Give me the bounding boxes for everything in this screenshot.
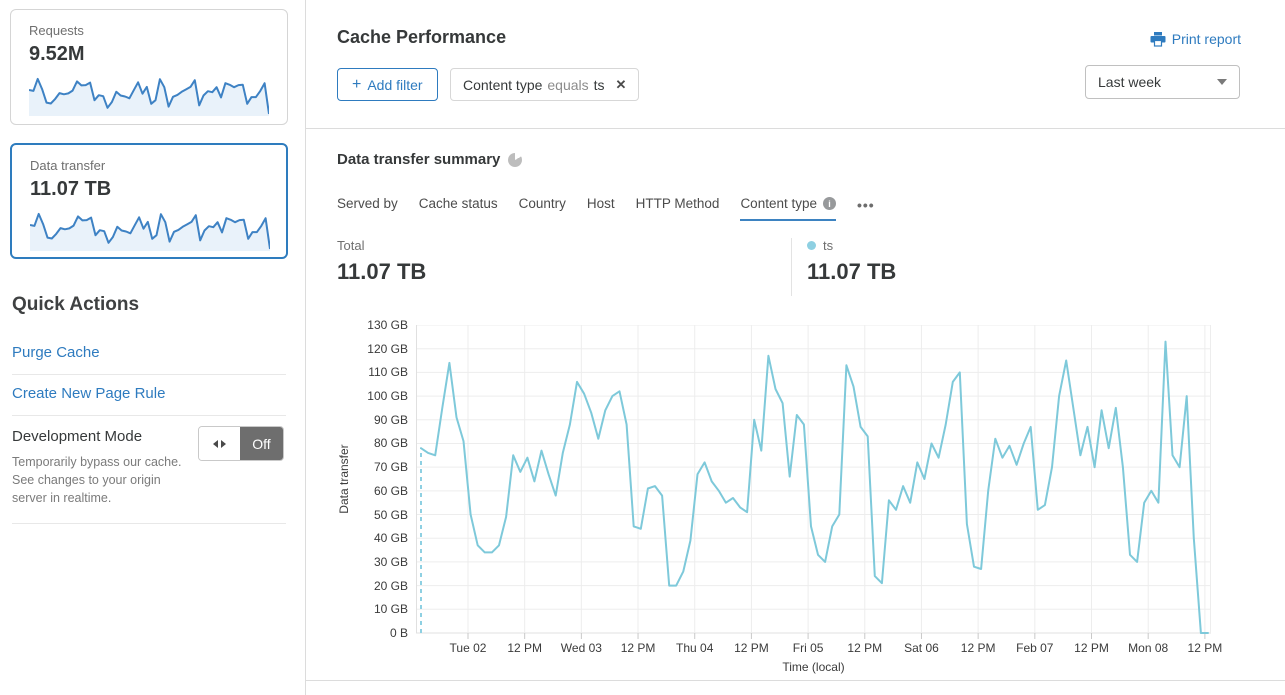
requests-card-value: 9.52M xyxy=(29,43,85,65)
date-range-select[interactable]: Last week xyxy=(1085,65,1240,99)
y-tick-label: 0 B xyxy=(389,626,408,640)
filter-chip[interactable]: Content type equals ts ✕ xyxy=(450,68,640,101)
totals-divider xyxy=(791,238,792,296)
tab-content-type[interactable]: Content type i xyxy=(740,196,836,221)
quick-actions-title: Quick Actions xyxy=(12,294,140,315)
header-divider xyxy=(306,128,1285,129)
x-tick-label: 12 PM xyxy=(620,641,656,655)
data-transfer-chart: Data transfer 0 B 10 GB 20 GB 30 GB 40 GB 50 … xyxy=(306,318,1285,674)
y-tick-label: 130 GB xyxy=(367,318,408,332)
total-label: Total xyxy=(337,238,365,253)
x-tick-label: 12 PM xyxy=(507,641,543,655)
filter-chip-value: ts xyxy=(593,76,605,93)
y-tick-label: 120 GB xyxy=(367,341,408,356)
x-tick-label: Mon 08 xyxy=(1128,641,1169,655)
main-panel: Cache Performance Print report + Add fil… xyxy=(305,0,1285,695)
pie-chart-icon xyxy=(508,152,523,167)
requests-sparkline xyxy=(28,70,270,121)
chevron-down-icon xyxy=(1217,79,1227,85)
tab-served-by[interactable]: Served by xyxy=(337,196,398,219)
tab-label: Served by xyxy=(337,196,398,211)
summary-title-row: Data transfer summary xyxy=(337,151,523,168)
tab-country[interactable]: Country xyxy=(519,196,566,219)
tab-cache-status[interactable]: Cache status xyxy=(419,196,498,219)
print-report-link[interactable]: Print report xyxy=(1150,31,1241,47)
legend-series-name: ts xyxy=(823,238,834,253)
legend-item-ts: ts 11.07 TB xyxy=(807,238,896,285)
filter-chip-field: Content type xyxy=(463,76,543,93)
printer-icon xyxy=(1150,31,1166,47)
tab-label: HTTP Method xyxy=(635,196,720,211)
x-tick-label: Feb 07 xyxy=(1016,641,1054,655)
close-icon[interactable]: ✕ xyxy=(615,76,627,92)
x-tick-label: 12 PM xyxy=(1074,641,1109,655)
purge-cache-link[interactable]: Purge Cache xyxy=(12,334,286,375)
tab-label: Country xyxy=(518,196,566,211)
y-tick-label: 30 GB xyxy=(373,554,408,569)
toggle-arrows-icon[interactable] xyxy=(199,427,240,460)
x-tick-label: 12 PM xyxy=(960,641,996,655)
tab-host[interactable]: Host xyxy=(587,196,615,219)
tab-label: Content type xyxy=(740,196,817,211)
legend-series-value: 11.07 TB xyxy=(807,259,897,284)
print-report-label: Print report xyxy=(1171,31,1241,47)
x-tick-label: 12 PM xyxy=(847,641,883,655)
x-tick-label: 12 PM xyxy=(734,641,769,655)
legend-dot-icon xyxy=(807,241,816,250)
dev-mode-toggle[interactable]: Off xyxy=(198,426,284,461)
y-axis-ticks: 0 B 10 GB 20 GB 30 GB 40 GB 50 GB 60 GB 70 GB 80… xyxy=(306,318,408,640)
add-filter-button[interactable]: + Add filter xyxy=(337,68,438,101)
data-transfer-sparkline xyxy=(29,205,271,256)
info-icon[interactable]: i xyxy=(823,197,836,210)
summary-title: Data transfer summary xyxy=(337,151,501,168)
x-tick-label: Wed 03 xyxy=(560,641,602,655)
bottom-divider xyxy=(306,680,1285,681)
total-value: 11.07 TB xyxy=(337,259,427,284)
x-tick-label: Thu 04 xyxy=(676,641,714,655)
x-axis-label: Time (local) xyxy=(782,660,845,674)
create-page-rule-link[interactable]: Create New Page Rule xyxy=(12,375,286,416)
y-tick-label: 110 GB xyxy=(368,365,408,380)
y-tick-label: 70 GB xyxy=(373,460,408,475)
y-tick-label: 60 GB xyxy=(373,483,408,498)
date-range-value: Last week xyxy=(1098,74,1162,90)
data-transfer-card-value: 11.07 TB xyxy=(30,178,112,200)
tab-label: Cache status xyxy=(418,196,498,211)
requests-card[interactable]: Requests 9.52M xyxy=(10,9,288,125)
y-tick-label: 90 GB xyxy=(373,412,408,427)
x-tick-label: Tue 02 xyxy=(449,641,487,655)
chart-plot-area[interactable] xyxy=(416,324,1211,641)
tab-http-method[interactable]: HTTP Method xyxy=(636,196,720,219)
x-tick-label: 12 PM xyxy=(1187,641,1223,655)
y-tick-label: 10 GB xyxy=(373,602,408,617)
add-filter-label: Add filter xyxy=(367,76,423,93)
plus-icon: + xyxy=(352,75,362,93)
quick-actions-section: Quick Actions Purge Cache Create New Pag… xyxy=(12,294,286,525)
y-tick-label: 100 GB xyxy=(367,389,408,404)
development-mode-description: Temporarily bypass our cache. See change… xyxy=(12,455,182,506)
y-tick-label: 40 GB xyxy=(373,531,408,546)
totals-row: Total 11.07 TB ts 11.07 TB xyxy=(337,238,1257,300)
filter-chip-operator: equals xyxy=(547,76,589,93)
sidebar: Requests 9.52M Data transfer 11.07 TB Qu… xyxy=(0,0,305,695)
y-tick-label: 50 GB xyxy=(373,507,408,522)
data-transfer-card-label: Data transfer xyxy=(30,158,106,173)
summary-tabs: Served by Cache status Country Host HTTP Met… xyxy=(337,196,875,221)
y-tick-label: 20 GB xyxy=(373,578,408,593)
page-title: Cache Performance xyxy=(337,27,507,47)
data-transfer-card[interactable]: Data transfer 11.07 TB xyxy=(10,143,288,259)
x-tick-label: Sat 06 xyxy=(904,641,939,655)
x-tick-label: Fri 05 xyxy=(792,641,824,655)
toggle-state-label[interactable]: Off xyxy=(240,427,283,460)
x-axis-ticks: Tue 02 12 PM Wed 03 12 PM Thu 04 12 PM Fri 05 1… xyxy=(416,641,1223,657)
development-mode-title: Development Mode xyxy=(12,428,143,445)
requests-card-label: Requests xyxy=(29,23,84,38)
tab-label: Host xyxy=(586,196,615,211)
more-tabs-button[interactable]: ••• xyxy=(857,197,875,213)
y-tick-label: 80 GB xyxy=(373,436,408,451)
development-mode-block: Development Mode Temporarily bypass our … xyxy=(12,416,286,525)
